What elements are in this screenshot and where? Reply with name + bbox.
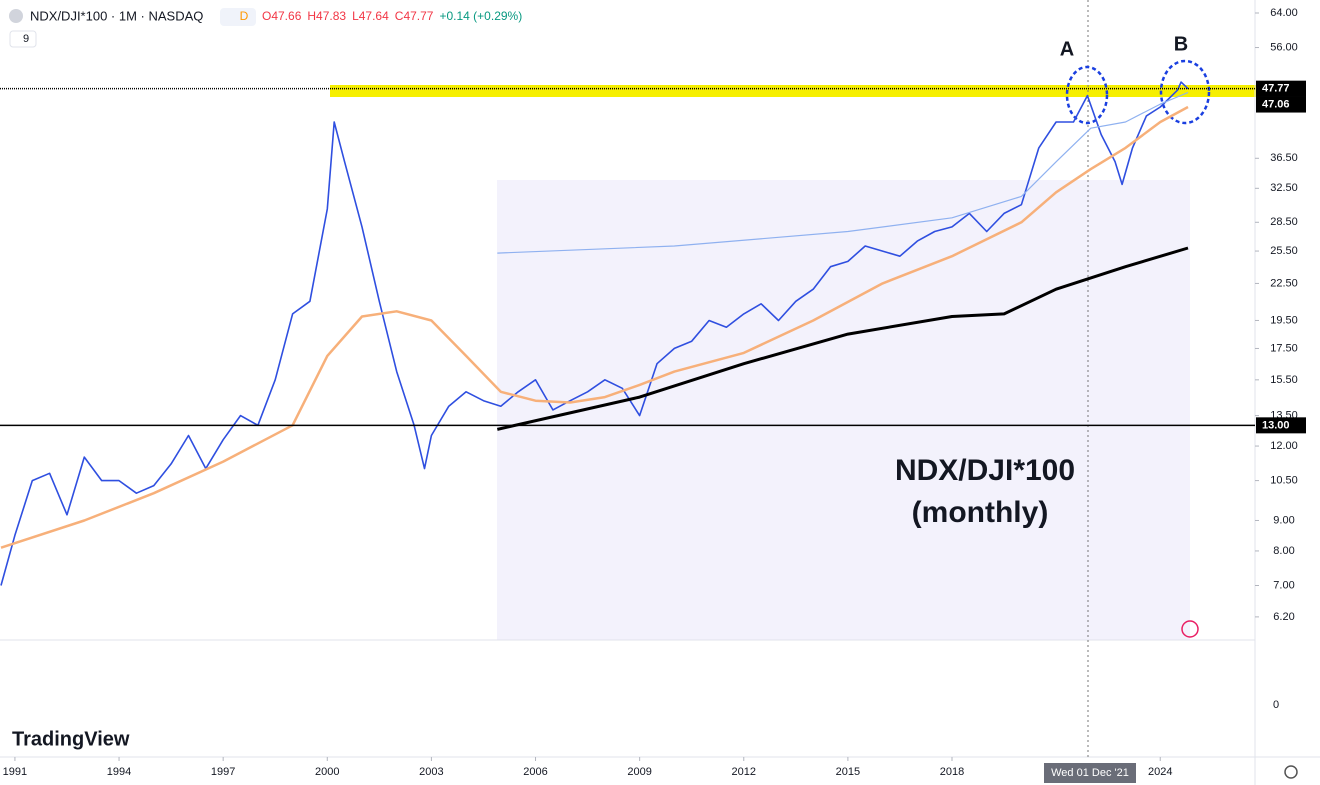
x-tick-label: 1994 <box>107 766 131 778</box>
x-tick-label: 2015 <box>836 766 860 778</box>
badge[interactable]: D <box>240 9 249 23</box>
ohlc-value: L47.64 <box>352 9 389 23</box>
annotation: B <box>1174 33 1188 55</box>
resistance-band <box>330 85 1260 97</box>
plot <box>0 81 1189 586</box>
indicator-count: 9 <box>23 33 29 45</box>
price-label: 13.00 <box>1262 419 1290 431</box>
circle-a <box>1065 65 1109 125</box>
y-tick-label: 9.00 <box>1273 514 1294 526</box>
x-tick-label: 2000 <box>315 766 339 778</box>
y-tick-label: 17.50 <box>1270 342 1298 354</box>
crosshair-label: Wed 01 Dec '21 <box>1051 767 1129 779</box>
ohlc-value: C47.77 <box>395 9 434 23</box>
circle-b <box>1159 59 1211 125</box>
x-tick-label: 2003 <box>419 766 443 778</box>
ma-label-bg <box>1256 96 1306 113</box>
x-tick-label: 1991 <box>3 766 27 778</box>
ohlc-value: O47.66 <box>262 9 302 23</box>
x-tick-label: 2024 <box>1148 766 1172 778</box>
series-line <box>0 81 1189 586</box>
symbol: NDX/DJI*100 · 1M · NASDAQ <box>30 8 203 23</box>
y-tick-label: 25.50 <box>1270 245 1298 257</box>
y-tick-label: 64.00 <box>1270 7 1298 19</box>
y-tick-label: 22.50 <box>1270 277 1298 289</box>
x-tick-label: 2006 <box>523 766 547 778</box>
annotation: NDX/DJI*100 <box>895 454 1075 487</box>
y-tick-label: 56.00 <box>1270 41 1298 53</box>
ma-label: 47.06 <box>1262 98 1290 110</box>
y-tick-label: 6.20 <box>1273 611 1294 623</box>
y-tick-label: 7.00 <box>1273 579 1294 591</box>
badge-bg <box>220 8 256 26</box>
ohlc-value: +0.14 (+0.29%) <box>439 9 522 23</box>
shaded-range <box>497 180 1190 640</box>
logo: TradingView <box>12 728 130 750</box>
y-tick-label: 28.50 <box>1270 216 1298 228</box>
annotation: A <box>1060 38 1074 60</box>
x-tick-label: 2009 <box>627 766 651 778</box>
annotation: (monthly) <box>912 496 1049 529</box>
series-line <box>496 246 1189 431</box>
y-tick-label: 32.50 <box>1270 182 1298 194</box>
price-label-bg <box>1256 80 1306 97</box>
y-tick-label: 8.00 <box>1273 545 1294 557</box>
crosshair-label-bg <box>1044 763 1136 783</box>
price-label-bg <box>1256 417 1306 434</box>
ohlc-value: H47.83 <box>307 9 346 23</box>
y-tick-label: 15.50 <box>1270 374 1298 386</box>
alert-icon[interactable] <box>1181 620 1199 638</box>
series-line <box>497 91 1189 254</box>
x-tick-label: 2012 <box>732 766 756 778</box>
indicator-toggle[interactable] <box>9 30 37 48</box>
y-tick-label: 10.50 <box>1270 475 1298 487</box>
symbol-icon <box>9 9 23 23</box>
y-tick-label: 19.50 <box>1270 314 1298 326</box>
y-tick-label: 12.00 <box>1270 440 1298 452</box>
lower-pane-tick: 0 <box>1273 699 1279 711</box>
y-tick-label: 36.50 <box>1270 152 1298 164</box>
x-tick-label: 1997 <box>211 766 235 778</box>
series-line <box>0 105 1189 549</box>
x-tick-label: 2018 <box>940 766 964 778</box>
price-label: 47.77 <box>1262 83 1290 95</box>
settings-icon[interactable] <box>1284 765 1298 779</box>
